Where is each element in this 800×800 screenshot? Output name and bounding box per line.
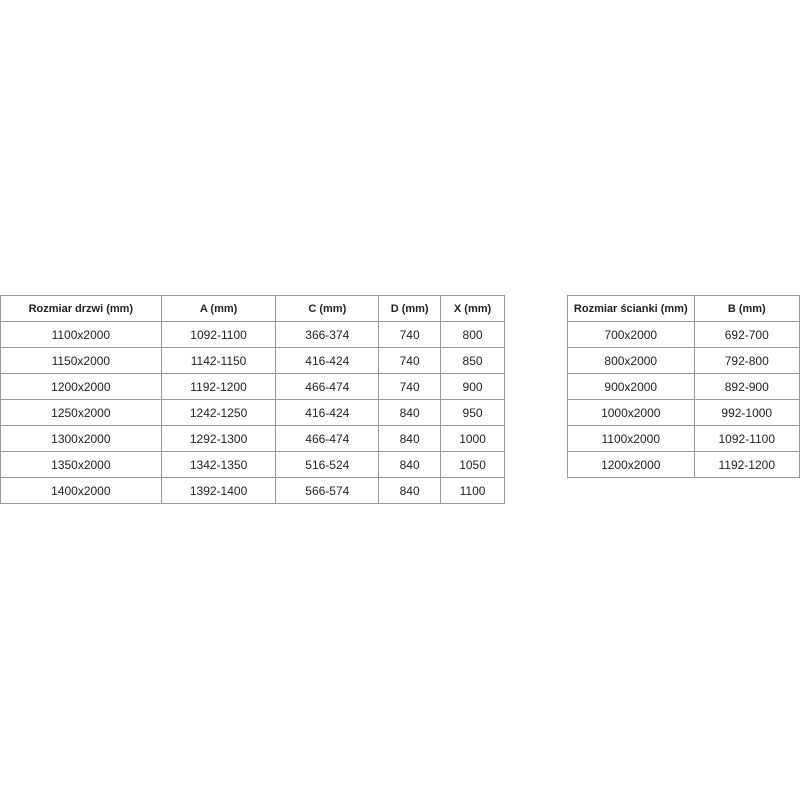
- table-cell: 1192-1200: [160, 373, 277, 400]
- column-header: D (mm): [378, 295, 442, 322]
- table-cell: 1092-1100: [693, 425, 800, 452]
- column-header: B (mm): [693, 295, 800, 322]
- table-cell: 900: [440, 373, 505, 400]
- table-cell: 950: [440, 399, 505, 426]
- table-cell: 740: [378, 373, 442, 400]
- table-cell: 840: [378, 451, 442, 478]
- table-cell: 700x2000: [567, 321, 695, 348]
- door-size-table: Rozmiar drzwi (mm) A (mm) C (mm) D (mm) X (m…: [0, 295, 505, 504]
- column-header: Rozmiar drzwi (mm): [0, 295, 162, 322]
- table-cell: 516-524: [275, 451, 380, 478]
- table-cell: 1300x2000: [0, 425, 162, 452]
- table-row: 1000x2000 992-1000: [567, 399, 800, 426]
- table-row: 1400x2000 1392-1400 566-574 840 1100: [0, 477, 505, 504]
- table-cell: 1192-1200: [693, 451, 800, 478]
- table-cell: 1400x2000: [0, 477, 162, 504]
- table-cell: 692-700: [693, 321, 800, 348]
- table-cell: 840: [378, 425, 442, 452]
- wall-size-table: Rozmiar ścianki (mm) B (mm) 700x2000 692-7…: [567, 295, 800, 478]
- table-cell: 800: [440, 321, 505, 348]
- table-cell: 800x2000: [567, 347, 695, 374]
- table-cell: 1242-1250: [160, 399, 277, 426]
- table-cell: 466-474: [275, 425, 380, 452]
- table-cell: 1000: [440, 425, 505, 452]
- table-cell: 740: [378, 321, 442, 348]
- table-cell: 1000x2000: [567, 399, 695, 426]
- table-cell: 850: [440, 347, 505, 374]
- table-row: 800x2000 792-800: [567, 347, 800, 374]
- table-cell: 416-424: [275, 399, 380, 426]
- table-cell: 1292-1300: [160, 425, 277, 452]
- column-header: C (mm): [275, 295, 380, 322]
- table-cell: 1250x2000: [0, 399, 162, 426]
- header-row: Rozmiar drzwi (mm) A (mm) C (mm) D (mm) X (m…: [0, 295, 505, 322]
- table-cell: 1350x2000: [0, 451, 162, 478]
- table-cell: 1100x2000: [0, 321, 162, 348]
- table-cell: 1342-1350: [160, 451, 277, 478]
- table-row: 1100x2000 1092-1100: [567, 425, 800, 452]
- column-header: A (mm): [160, 295, 277, 322]
- table-cell: 992-1000: [693, 399, 800, 426]
- table-cell: 1050: [440, 451, 505, 478]
- header-row: Rozmiar ścianki (mm) B (mm): [567, 295, 800, 322]
- table-row: 1150x2000 1142-1150 416-424 740 850: [0, 347, 505, 374]
- table-cell: 566-574: [275, 477, 380, 504]
- table-cell: 1100x2000: [567, 425, 695, 452]
- table-cell: 1100: [440, 477, 505, 504]
- table-cell: 1200x2000: [0, 373, 162, 400]
- table-cell: 366-374: [275, 321, 380, 348]
- table-row: 1300x2000 1292-1300 466-474 840 1000: [0, 425, 505, 452]
- table-row: 1100x2000 1092-1100 366-374 740 800: [0, 321, 505, 348]
- table-row: 1250x2000 1242-1250 416-424 840 950: [0, 399, 505, 426]
- table-cell: 840: [378, 399, 442, 426]
- table-cell: 900x2000: [567, 373, 695, 400]
- table-row: 1200x2000 1192-1200: [567, 451, 800, 478]
- column-header: X (mm): [440, 295, 505, 322]
- column-header: Rozmiar ścianki (mm): [567, 295, 695, 322]
- table-cell: 792-800: [693, 347, 800, 374]
- table-cell: 1092-1100: [160, 321, 277, 348]
- table-row: 1200x2000 1192-1200 466-474 740 900: [0, 373, 505, 400]
- table-cell: 740: [378, 347, 442, 374]
- table-cell: 892-900: [693, 373, 800, 400]
- table-row: 1350x2000 1342-1350 516-524 840 1050: [0, 451, 505, 478]
- table-row: 900x2000 892-900: [567, 373, 800, 400]
- table-row: 700x2000 692-700: [567, 321, 800, 348]
- table-cell: 466-474: [275, 373, 380, 400]
- table-cell: 1200x2000: [567, 451, 695, 478]
- table-cell: 840: [378, 477, 442, 504]
- table-cell: 1392-1400: [160, 477, 277, 504]
- table-cell: 1142-1150: [160, 347, 277, 374]
- table-cell: 416-424: [275, 347, 380, 374]
- table-cell: 1150x2000: [0, 347, 162, 374]
